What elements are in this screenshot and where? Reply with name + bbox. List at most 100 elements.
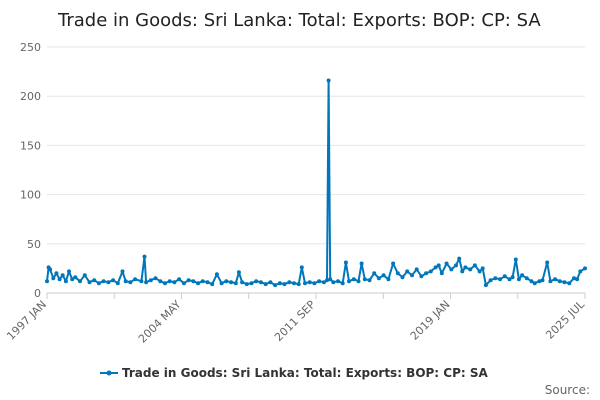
data-point xyxy=(67,269,71,274)
data-point xyxy=(347,279,351,284)
series-group xyxy=(46,79,586,287)
data-point xyxy=(436,263,441,268)
data-point xyxy=(45,279,49,284)
data-point xyxy=(303,281,307,286)
y-tick-label: 50 xyxy=(27,238,41,251)
data-point xyxy=(326,78,331,83)
data-point xyxy=(244,282,249,287)
x-tick-label: 2011 SEP xyxy=(272,298,318,344)
data-point xyxy=(463,265,468,270)
data-point xyxy=(414,267,419,272)
x-tick-label: 1997 JAN xyxy=(4,298,49,343)
data-point xyxy=(325,278,329,283)
series-points xyxy=(45,78,587,288)
data-point xyxy=(524,276,529,281)
data-point xyxy=(70,277,75,282)
data-point xyxy=(367,278,372,283)
data-point xyxy=(292,281,296,286)
data-point xyxy=(424,271,429,276)
data-point xyxy=(454,263,458,268)
data-point xyxy=(433,265,438,270)
data-point xyxy=(336,279,340,284)
data-point xyxy=(181,281,186,286)
data-point xyxy=(249,281,254,286)
legend[interactable]: Trade in Goods: Sri Lanka: Total: Export… xyxy=(100,366,489,380)
data-point xyxy=(480,266,485,271)
data-point xyxy=(51,276,56,281)
data-point xyxy=(60,273,65,278)
data-point xyxy=(96,281,101,286)
data-point xyxy=(48,267,53,272)
data-point xyxy=(516,277,521,282)
data-point xyxy=(381,273,386,278)
data-point xyxy=(236,270,241,275)
data-point xyxy=(163,281,167,286)
data-point xyxy=(214,272,219,277)
data-point xyxy=(572,276,576,281)
data-point xyxy=(488,278,493,283)
data-point xyxy=(356,279,361,284)
source-label: Source: xyxy=(545,383,590,397)
data-point xyxy=(372,271,377,276)
data-point xyxy=(428,269,433,274)
data-point xyxy=(391,261,396,266)
data-point xyxy=(148,278,153,283)
data-point xyxy=(139,279,144,284)
data-point xyxy=(57,277,62,282)
data-point xyxy=(410,273,414,278)
data-point xyxy=(493,276,498,281)
data-point xyxy=(128,280,133,285)
data-point xyxy=(331,280,336,285)
data-point xyxy=(144,280,149,285)
data-point xyxy=(312,281,317,286)
series-line xyxy=(46,79,586,287)
data-point xyxy=(351,277,356,282)
data-point xyxy=(419,274,424,279)
data-point xyxy=(513,257,518,262)
data-point xyxy=(405,269,410,274)
data-point xyxy=(54,271,59,276)
data-point xyxy=(553,277,558,282)
data-point xyxy=(477,269,482,274)
data-point xyxy=(359,261,364,266)
data-point xyxy=(483,283,488,288)
data-point xyxy=(548,279,553,284)
data-point xyxy=(186,278,191,283)
data-point xyxy=(277,281,282,286)
data-point xyxy=(299,265,304,270)
data-point xyxy=(133,277,138,282)
x-tick-label: 2019 JAN xyxy=(408,298,453,343)
y-tick-label: 0 xyxy=(34,287,41,300)
data-point xyxy=(205,280,210,285)
data-point xyxy=(263,282,268,287)
data-point xyxy=(287,280,292,285)
data-point xyxy=(233,281,238,286)
data-point xyxy=(457,256,462,261)
data-point xyxy=(106,280,111,285)
data-point xyxy=(219,281,224,286)
data-point xyxy=(362,277,367,282)
data-point xyxy=(158,279,163,284)
data-point xyxy=(120,269,125,274)
data-point xyxy=(578,269,583,274)
data-point xyxy=(510,275,515,280)
data-point xyxy=(400,275,405,280)
data-point xyxy=(123,279,128,284)
data-point xyxy=(210,282,215,287)
data-point xyxy=(460,269,465,274)
data-point xyxy=(101,279,106,284)
y-tick-label: 200 xyxy=(20,90,41,103)
data-point xyxy=(532,281,537,286)
legend-marker xyxy=(106,370,112,376)
data-point xyxy=(191,279,196,284)
data-point xyxy=(229,280,234,285)
data-point xyxy=(273,283,278,288)
data-point xyxy=(472,263,477,268)
data-point xyxy=(82,273,87,278)
y-axis: 0 50 100 150 200 250 xyxy=(20,41,41,300)
data-point xyxy=(529,279,534,284)
data-point xyxy=(557,279,562,284)
data-point xyxy=(376,276,381,281)
data-point xyxy=(172,280,177,285)
